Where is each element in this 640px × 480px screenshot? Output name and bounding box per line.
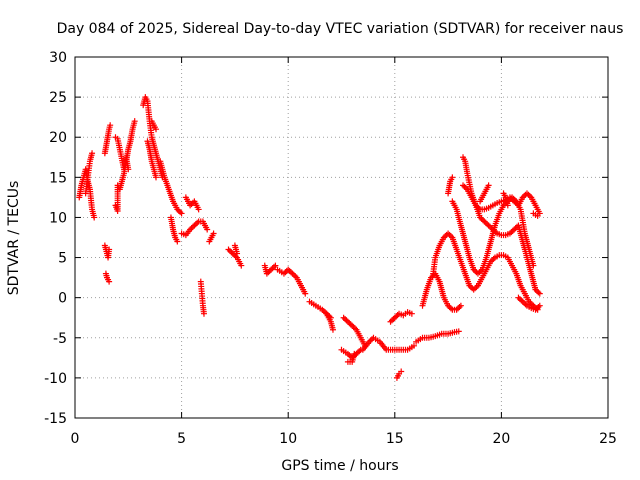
data-point bbox=[125, 166, 132, 173]
series-sat-w bbox=[340, 314, 368, 349]
series-sat-af bbox=[445, 174, 456, 197]
data-point bbox=[195, 206, 202, 213]
data-point bbox=[89, 150, 96, 157]
data-point bbox=[178, 210, 185, 217]
y-tick-label: 10 bbox=[49, 210, 67, 226]
series-sat-v bbox=[323, 310, 334, 321]
data-point bbox=[210, 230, 217, 237]
data-point bbox=[153, 126, 160, 133]
y-tick-label: 25 bbox=[49, 90, 67, 106]
series-sat-p bbox=[206, 230, 217, 245]
data-point bbox=[504, 202, 511, 209]
series-sat-aa bbox=[393, 368, 405, 381]
series-sat-ab bbox=[387, 309, 415, 325]
x-axis-label: GPS time / hours bbox=[281, 458, 398, 474]
series-sat-j bbox=[148, 118, 160, 133]
data-point bbox=[107, 122, 114, 129]
y-tick-label: 15 bbox=[49, 170, 67, 186]
data-point bbox=[536, 302, 543, 309]
y-tick-label: -5 bbox=[53, 331, 67, 347]
series-sat-r bbox=[231, 242, 241, 257]
data-point bbox=[272, 262, 279, 269]
y-tick-label: 0 bbox=[58, 291, 67, 307]
series-sat-k bbox=[157, 158, 185, 217]
data-point bbox=[398, 368, 405, 375]
data-point bbox=[457, 302, 464, 309]
series-sat-am bbox=[515, 294, 543, 313]
data-point bbox=[106, 246, 113, 253]
series-sat-ae bbox=[430, 230, 541, 313]
series-sat-l bbox=[167, 214, 181, 245]
data-marks bbox=[76, 94, 543, 381]
y-tick-label: -15 bbox=[44, 411, 67, 427]
series-sat-y bbox=[344, 350, 358, 365]
data-point bbox=[327, 314, 334, 321]
data-point bbox=[106, 278, 113, 285]
data-point bbox=[302, 290, 309, 297]
y-axis-label: SDTVAR / TECUs bbox=[6, 181, 22, 296]
series-sat-t bbox=[274, 266, 309, 297]
series-sat-s bbox=[261, 262, 279, 277]
data-point bbox=[536, 290, 543, 297]
plot-frame bbox=[74, 56, 609, 419]
y-tick-label: 30 bbox=[49, 50, 67, 66]
series-sat-i bbox=[144, 138, 160, 181]
series-sat-e bbox=[102, 270, 113, 285]
series-sat-ah bbox=[449, 194, 537, 277]
y-tick-label: 20 bbox=[49, 130, 67, 146]
data-point bbox=[174, 238, 181, 245]
series-sat-z bbox=[359, 334, 417, 353]
series-sat-b bbox=[82, 150, 96, 197]
data-point bbox=[204, 226, 211, 233]
series-sat-al bbox=[530, 210, 541, 219]
data-point bbox=[410, 342, 417, 349]
data-point bbox=[485, 182, 492, 189]
axis-ticks: 0 5 10 15 20 25 -15 -10 -5 0 5 10 15 20 25 30 bbox=[44, 50, 617, 447]
series-sat-aj bbox=[477, 182, 492, 205]
x-tick-label: 20 bbox=[492, 431, 510, 447]
grid bbox=[75, 57, 608, 418]
chart-title: Day 084 of 2025, Sidereal Day-to-day VTE… bbox=[57, 21, 624, 37]
series-sat-g bbox=[112, 134, 132, 173]
x-tick-label: 10 bbox=[279, 431, 297, 447]
series-sat-ad bbox=[419, 270, 464, 313]
data-point bbox=[329, 326, 336, 333]
data-point bbox=[408, 310, 415, 317]
data-point bbox=[234, 250, 241, 257]
x-tick-label: 15 bbox=[386, 431, 404, 447]
data-point bbox=[91, 214, 98, 221]
data-point bbox=[455, 328, 462, 335]
y-tick-label: 5 bbox=[58, 251, 67, 267]
data-point bbox=[200, 310, 207, 317]
data-point bbox=[131, 118, 138, 125]
series-sat-a bbox=[76, 166, 98, 221]
x-tick-label: 25 bbox=[599, 431, 617, 447]
x-tick-label: 5 bbox=[177, 431, 186, 447]
series-sat-o bbox=[197, 278, 207, 317]
data-point bbox=[449, 174, 456, 181]
data-point bbox=[534, 212, 541, 219]
data-point bbox=[530, 262, 537, 269]
data-point bbox=[153, 174, 160, 181]
series-sat-c bbox=[101, 122, 114, 157]
y-tick-label: -10 bbox=[44, 371, 67, 387]
data-point bbox=[238, 262, 245, 269]
x-tick-label: 0 bbox=[71, 431, 80, 447]
series-sat-m bbox=[178, 218, 211, 239]
data-point bbox=[351, 350, 358, 357]
series-sat-ak bbox=[500, 190, 511, 209]
series-sat-ac bbox=[413, 328, 462, 345]
series-sat-n bbox=[182, 194, 202, 213]
series-sat-d bbox=[101, 242, 113, 261]
